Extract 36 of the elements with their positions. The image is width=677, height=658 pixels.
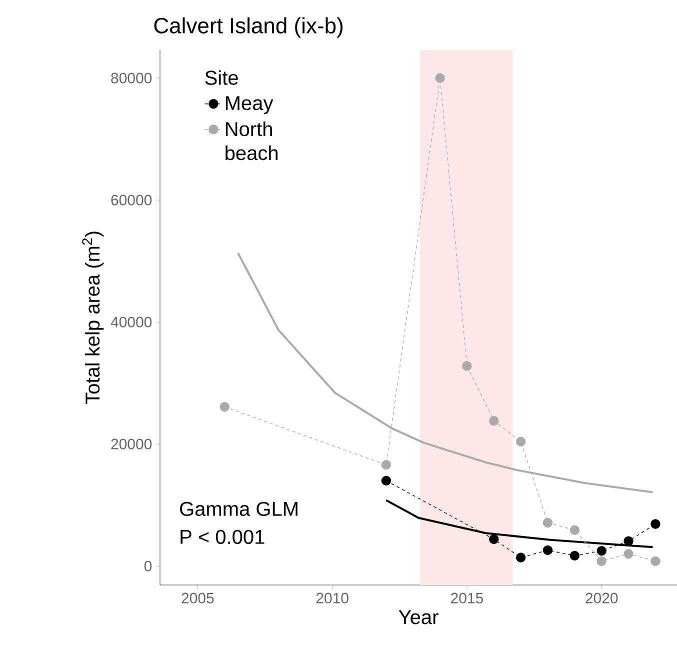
y-tick-label: 60000 bbox=[111, 194, 152, 206]
point bbox=[542, 545, 553, 556]
legend-label: Meay bbox=[226, 96, 274, 114]
legend-label: North beach bbox=[226, 121, 278, 160]
y-tick-label: 20000 bbox=[111, 438, 152, 450]
x-tick-label: 2020 bbox=[586, 592, 618, 604]
point bbox=[381, 476, 392, 486]
point bbox=[596, 556, 606, 566]
x-tick-label: 2010 bbox=[316, 592, 348, 604]
point bbox=[489, 416, 499, 426]
point bbox=[381, 460, 392, 470]
y-tick-label: 0 bbox=[144, 560, 152, 572]
annotation: Gamma GLM bbox=[180, 502, 298, 516]
point bbox=[624, 536, 634, 546]
point bbox=[570, 525, 580, 535]
point bbox=[516, 436, 526, 446]
point bbox=[650, 519, 660, 529]
point bbox=[220, 402, 230, 412]
x-tick-label: 2015 bbox=[451, 592, 484, 604]
x-axis-title: Year bbox=[398, 610, 438, 624]
point bbox=[516, 552, 526, 562]
legend-title: Site bbox=[205, 70, 238, 85]
x-tick-label: 2005 bbox=[182, 592, 214, 604]
chart-title: Calvert Island (ix-b) bbox=[154, 17, 342, 38]
point bbox=[650, 556, 660, 566]
point bbox=[570, 550, 580, 561]
point bbox=[462, 361, 472, 371]
point bbox=[489, 534, 499, 544]
y-axis-title: Total kelp area (m$^{2}$) bbox=[82, 232, 104, 404]
point bbox=[542, 518, 553, 528]
point bbox=[624, 549, 634, 559]
point bbox=[435, 73, 445, 83]
y-tick-label: 80000 bbox=[111, 72, 152, 84]
y-tick-label: 40000 bbox=[110, 316, 152, 328]
annotation: P < 0.001 bbox=[180, 530, 264, 544]
point bbox=[596, 546, 606, 556]
